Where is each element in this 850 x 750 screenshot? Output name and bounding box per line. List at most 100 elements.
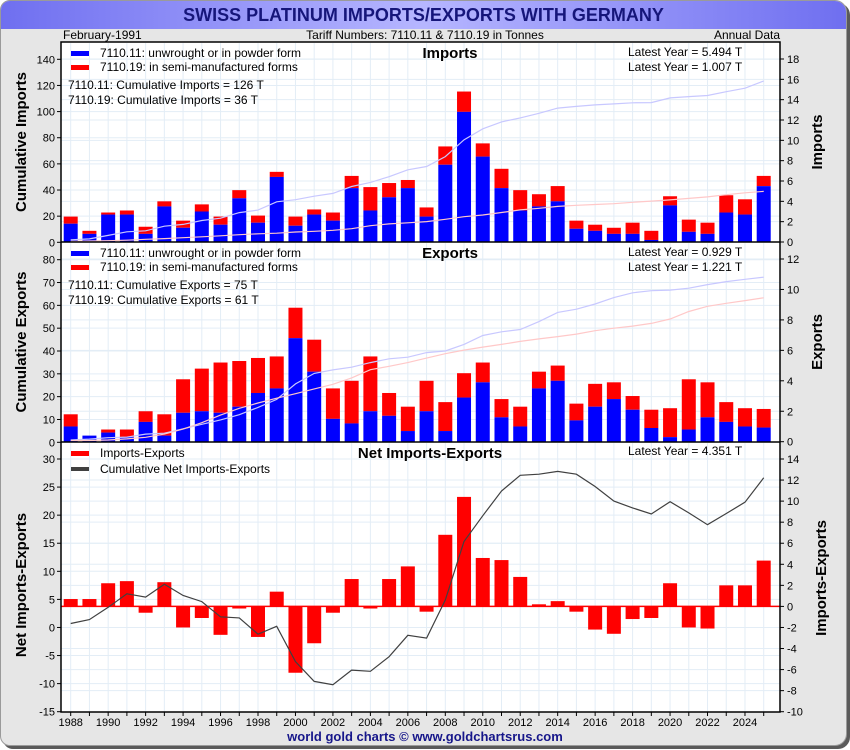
- bar-7110-19: [251, 215, 265, 223]
- bar-7110-11: [681, 231, 696, 242]
- bar-7110-11: [438, 431, 453, 442]
- bar-7110-19: [550, 186, 565, 202]
- title-bar: SWISS PLATINUM IMPORTS/EXPORTS WITH GERM…: [1, 1, 846, 29]
- bar-7110-19: [663, 196, 678, 206]
- x-axis-tick-label: 2016: [583, 717, 607, 729]
- bar-7110-19: [606, 382, 621, 400]
- bar-7110-19: [475, 362, 490, 383]
- right-axis-tick-label: 6: [787, 176, 793, 188]
- right-axis-tick-label: 4: [787, 559, 793, 571]
- net-bar: [475, 557, 490, 607]
- bar-7110-19: [457, 91, 472, 112]
- left-axis-tick-label: 70: [43, 278, 55, 290]
- left-axis-tick-label: 10: [43, 414, 55, 426]
- bar-7110-19: [232, 190, 247, 199]
- bar-7110-19: [119, 210, 134, 215]
- bar-7110-19: [438, 146, 453, 165]
- bar-7110-11: [400, 431, 415, 442]
- imports-right-axis-title: Imports: [809, 114, 826, 169]
- left-axis-tick-label: -10: [39, 679, 55, 691]
- bar-7110-19: [625, 396, 640, 410]
- bar-7110-19: [101, 212, 116, 215]
- right-axis-tick-label: 6: [787, 345, 793, 357]
- left-axis-tick-label: 20: [43, 392, 55, 404]
- right-axis-tick-label: 0: [787, 601, 793, 613]
- bar-7110-19: [194, 204, 209, 212]
- net-bar: [101, 583, 116, 607]
- bar-7110-11: [606, 233, 621, 242]
- legend-swatch-7110-11: [71, 51, 89, 56]
- x-axis-tick-label: 2018: [620, 717, 644, 729]
- legend-label: 7110.11: unwrought or in powder form: [100, 246, 301, 260]
- bar-7110-19: [681, 379, 696, 430]
- x-axis-tick-label: 2004: [358, 717, 382, 729]
- bar-7110-19: [681, 219, 696, 232]
- bar-7110-19: [457, 373, 472, 398]
- x-axis-tick-label: 2014: [545, 717, 569, 729]
- bar-7110-19: [663, 408, 678, 438]
- right-axis-tick-label: 0: [787, 237, 793, 249]
- left-axis-tick-label: -5: [45, 651, 55, 663]
- bar-7110-19: [644, 230, 659, 240]
- bar-7110-11: [119, 214, 134, 242]
- bar-7110-19: [325, 212, 340, 221]
- net-bar: [194, 606, 209, 618]
- net-bar: [400, 566, 415, 607]
- right-axis-tick-label: 8: [787, 517, 793, 529]
- bar-7110-19: [157, 414, 172, 436]
- bar-7110-11: [307, 371, 322, 442]
- bar-7110-11: [176, 412, 191, 442]
- right-axis-tick-label: 12: [787, 254, 799, 266]
- bar-7110-11: [606, 399, 621, 442]
- bar-7110-19: [325, 388, 340, 419]
- exports-left-axis-title: Cumulative Exports: [13, 272, 30, 413]
- bar-7110-19: [382, 392, 397, 416]
- frequency-label: Annual Data: [713, 28, 780, 42]
- cumulative-annotation: 7110.11: Cumulative Exports = 75 T: [68, 278, 258, 292]
- bar-7110-11: [588, 406, 603, 442]
- bar-7110-19: [737, 408, 752, 427]
- left-axis-tick-label: 0: [49, 237, 55, 249]
- left-axis-tick-label: -15: [39, 707, 55, 719]
- net-bar: [288, 606, 303, 673]
- right-axis-tick-label: 12: [787, 115, 799, 127]
- net-bar: [138, 606, 153, 613]
- cumulative-annotation: 7110.19: Cumulative Imports = 36 T: [68, 93, 259, 107]
- net-bar: [232, 606, 247, 609]
- x-axis-tick-label: 1990: [96, 717, 120, 729]
- legend-swatch-7110-11: [71, 251, 89, 256]
- x-axis-tick-label: 1998: [246, 717, 270, 729]
- bar-7110-19: [513, 406, 528, 427]
- bar-7110-11: [475, 156, 490, 242]
- bar-7110-11: [269, 388, 284, 442]
- right-axis-tick-label: 10: [787, 496, 799, 508]
- left-axis-tick-label: 0: [49, 622, 55, 634]
- left-axis-tick-label: 20: [43, 510, 55, 522]
- bar-7110-19: [475, 143, 490, 157]
- right-axis-tick-label: 2: [787, 580, 793, 592]
- x-axis-tick-label: 2010: [471, 717, 495, 729]
- net-bar: [307, 606, 322, 644]
- bar-7110-11: [663, 205, 678, 242]
- bar-7110-11: [194, 411, 209, 442]
- left-axis-tick-label: 80: [43, 255, 55, 267]
- bar-7110-19: [419, 207, 434, 217]
- bar-7110-11: [251, 222, 265, 242]
- net-bar: [569, 606, 584, 612]
- net-bar: [251, 606, 265, 637]
- right-axis-tick-label: 16: [787, 74, 799, 86]
- bar-7110-11: [737, 214, 752, 242]
- bar-7110-11: [288, 338, 303, 442]
- net-bar: [531, 604, 546, 607]
- net-bar: [325, 606, 340, 613]
- bar-7110-11: [138, 421, 153, 442]
- bar-7110-11: [138, 233, 153, 242]
- bar-7110-11: [644, 239, 659, 242]
- legend-label: Cumulative Net Imports-Exports: [100, 462, 270, 476]
- bar-7110-19: [82, 230, 97, 234]
- right-axis-tick-label: 14: [787, 95, 799, 107]
- bar-7110-19: [176, 379, 191, 413]
- bar-7110-11: [419, 216, 434, 242]
- panel-title: Exports: [422, 245, 478, 262]
- bar-7110-19: [269, 171, 284, 177]
